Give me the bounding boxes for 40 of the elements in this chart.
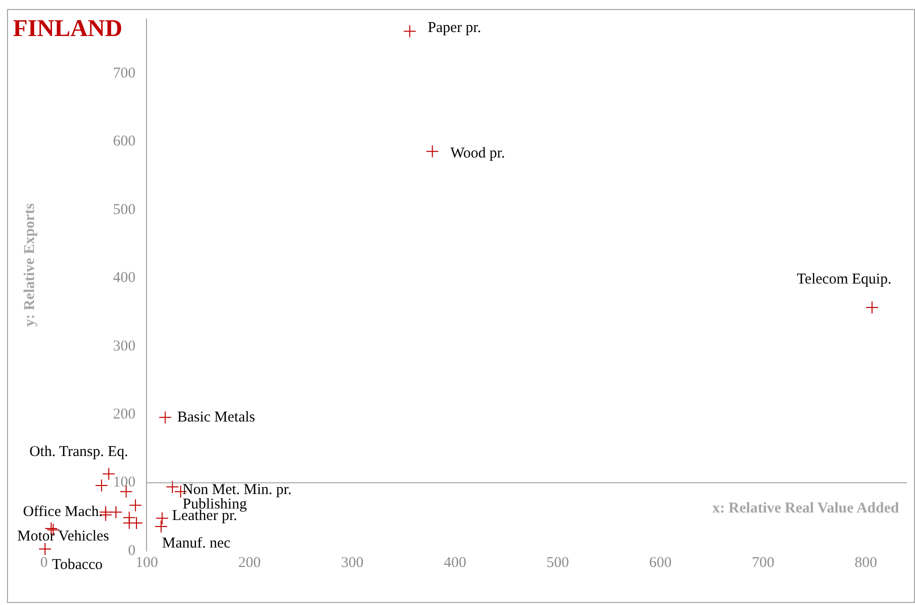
x-tick-label: 600	[649, 554, 672, 571]
x-tick-label: 800	[854, 554, 878, 571]
point	[154, 520, 168, 533]
y-tick-label: 300	[112, 338, 147, 354]
annotation: Telecom Equip.	[796, 271, 892, 288]
point	[109, 506, 122, 519]
x-tick-label: 0	[40, 554, 48, 571]
point	[156, 512, 169, 525]
x-tick-label: 700	[752, 554, 774, 571]
chart-title: FINLAND	[13, 16, 122, 42]
point	[158, 410, 172, 424]
point	[403, 24, 416, 38]
y-tick-label: 400	[112, 270, 147, 286]
point	[128, 498, 142, 512]
point	[95, 479, 108, 492]
point	[866, 301, 879, 314]
x-axis-title: x: Relative Real Value Added	[712, 500, 900, 517]
x-tick-label: 400	[444, 554, 466, 571]
annotation: Tobacco	[52, 556, 103, 573]
x-tick-label: 100	[135, 554, 158, 571]
y-tick-label: 100	[112, 474, 147, 491]
point	[426, 144, 439, 158]
annotation: Motor Vehicles	[17, 528, 110, 544]
point	[102, 467, 116, 480]
annotation: Basic Metals	[177, 409, 256, 426]
x-tick-label: 500	[546, 554, 569, 571]
x-tick-label: 300	[340, 554, 364, 571]
y-axis-title: y: Relative Exports	[22, 203, 38, 327]
y-tick-label: 500	[112, 202, 147, 218]
y-tick-label: 200	[112, 406, 147, 423]
annotation: Oth. Transp. Eq.	[29, 444, 128, 460]
annotation: Non Met. Min. pr.	[182, 482, 292, 498]
y-tick-label: 700	[112, 66, 147, 82]
x-tick-label: 200	[238, 554, 261, 571]
annotation: Manuf. nec	[162, 535, 231, 552]
annotation: Paper pr.	[428, 20, 482, 36]
annotation: Wood pr.	[450, 145, 505, 162]
point	[38, 542, 52, 556]
y-tick-label: 600	[112, 134, 147, 150]
annotation: Office Mach.	[22, 504, 103, 520]
